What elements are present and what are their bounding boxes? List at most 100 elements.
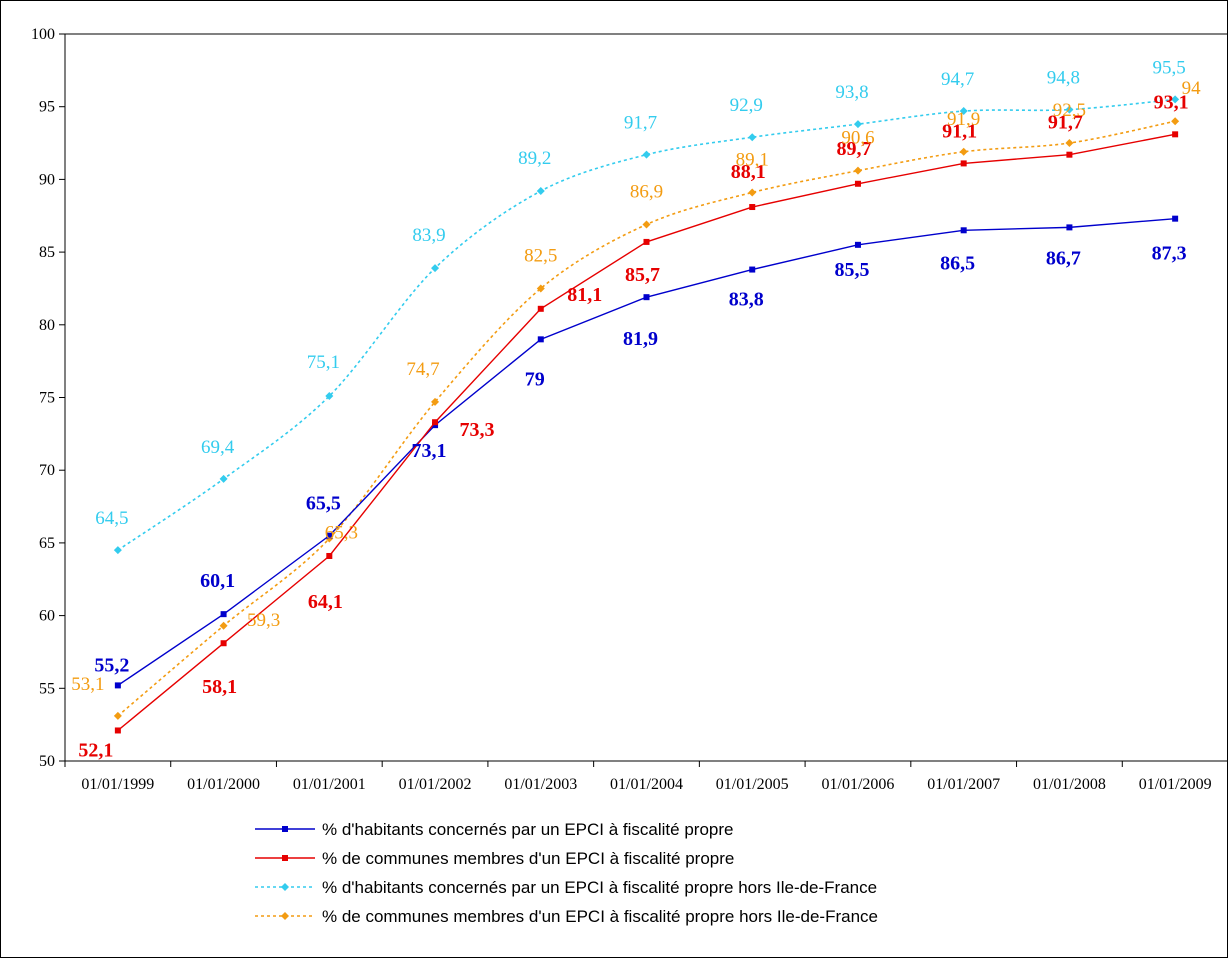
data-point-marker	[113, 711, 122, 720]
y-tick-label: 55	[39, 680, 55, 697]
data-label-series-4: 92,5	[1053, 100, 1086, 121]
data-point-marker	[643, 238, 650, 245]
y-tick-label: 90	[39, 171, 55, 188]
data-label-series-2: 89,7	[836, 138, 871, 160]
data-point-marker	[959, 147, 968, 156]
legend: % d'habitants concernés par un EPCI à fi…	[255, 820, 878, 926]
series-2	[114, 131, 1179, 734]
data-label-series-2: 88,1	[731, 161, 766, 183]
data-label-series-3: 94,7	[941, 69, 974, 90]
data-point-marker	[749, 266, 756, 273]
x-tick-label: 01/01/2003	[504, 776, 577, 793]
data-label-series-2: 85,7	[625, 264, 660, 286]
x-tick-label: 01/01/2004	[610, 776, 683, 793]
data-label-series-1: 81,9	[623, 328, 658, 350]
data-label-series-3: 75,1	[307, 352, 340, 373]
data-point-marker	[220, 611, 227, 618]
data-point-marker	[326, 532, 333, 539]
data-point-marker	[748, 133, 757, 142]
legend-entry-4: % de communes membres d'un EPCI à fiscal…	[255, 907, 878, 926]
data-point-marker	[219, 621, 228, 630]
data-point-marker	[113, 546, 122, 555]
data-point-marker	[220, 640, 227, 647]
data-point-marker	[748, 188, 757, 197]
data-point-marker	[960, 227, 967, 234]
x-tick-label: 01/01/2000	[187, 776, 260, 793]
data-label-series-3: 92,9	[730, 95, 763, 116]
y-tick-label: 100	[31, 26, 55, 43]
legend-label: % d'habitants concernés par un EPCI à fi…	[322, 878, 877, 897]
data-label-series-1: 79	[525, 368, 545, 390]
data-label-series-3: 91,7	[624, 113, 657, 134]
series-3	[113, 95, 1180, 555]
data-point-marker	[536, 187, 545, 196]
data-labels: 55,2 60,1 65,5 73,1 79 81,9 83,8 85,5 86,5 86,7 87…	[71, 57, 1201, 761]
series-line-4	[117, 120, 1176, 717]
data-label-series-1: 86,5	[940, 252, 975, 274]
data-label-series-2: 73,3	[460, 419, 495, 441]
data-point-marker	[432, 419, 439, 426]
data-point-marker	[325, 392, 334, 401]
data-label-series-4: 94	[1182, 78, 1202, 99]
data-point-marker	[114, 727, 121, 734]
x-tick-label: 01/01/2008	[1033, 776, 1106, 793]
data-label-series-2: 91,7	[1048, 112, 1083, 134]
legend-entry-1: % d'habitants concernés par un EPCI à fi…	[255, 820, 733, 839]
legend-marker	[281, 883, 289, 891]
data-label-series-4: 90,6	[841, 128, 874, 149]
x-tick-label: 01/01/2001	[293, 776, 366, 793]
data-point-marker	[537, 305, 544, 312]
data-label-series-1: 86,7	[1046, 247, 1081, 269]
x-tick-label: 01/01/1999	[81, 776, 154, 793]
legend-label: % d'habitants concernés par un EPCI à fi…	[322, 820, 733, 839]
data-point-marker	[536, 284, 545, 293]
data-label-series-2: 52,1	[78, 739, 113, 761]
data-label-series-3: 83,9	[412, 225, 445, 246]
legend-marker	[282, 826, 288, 832]
data-point-marker	[1172, 215, 1179, 222]
data-label-series-1: 65,5	[306, 493, 341, 515]
y-tick-label: 50	[39, 753, 55, 770]
legend-marker	[282, 855, 288, 861]
data-label-series-4: 89,1	[736, 149, 769, 170]
data-label-series-3: 64,5	[95, 508, 128, 529]
data-point-marker	[431, 264, 440, 273]
y-tick-label: 65	[39, 535, 55, 552]
series-lines	[113, 95, 1180, 734]
data-label-series-4: 74,7	[406, 359, 439, 380]
y-tick-label: 95	[39, 99, 55, 116]
data-label-series-4: 91,9	[947, 109, 980, 130]
y-tick-label: 75	[39, 390, 55, 407]
data-label-series-3: 93,8	[835, 82, 868, 103]
y-tick-label: 60	[39, 608, 55, 625]
data-point-marker	[853, 120, 862, 129]
data-label-series-3: 95,5	[1153, 57, 1186, 78]
data-label-series-4: 65,3	[325, 523, 358, 544]
legend-marker	[281, 912, 289, 920]
data-point-marker	[431, 397, 440, 406]
data-label-series-1: 73,1	[412, 440, 447, 462]
data-label-series-3: 89,2	[518, 148, 551, 169]
data-label-series-1: 60,1	[200, 570, 235, 592]
data-label-series-4: 82,5	[524, 245, 557, 266]
data-label-series-2: 64,1	[308, 591, 343, 613]
data-point-marker	[749, 204, 756, 211]
data-label-series-4: 53,1	[71, 674, 104, 695]
data-point-marker	[114, 682, 121, 689]
x-tick-label: 01/01/2002	[399, 776, 472, 793]
data-point-marker	[1066, 151, 1073, 158]
legend-label: % de communes membres d'un EPCI à fiscal…	[322, 849, 734, 868]
data-label-series-4: 86,9	[630, 181, 663, 202]
data-point-marker	[537, 336, 544, 343]
data-point-marker	[1065, 105, 1074, 114]
x-tick-label: 01/01/2009	[1139, 776, 1212, 793]
data-point-marker	[643, 294, 650, 301]
data-label-series-1: 83,8	[729, 289, 764, 311]
data-label-series-4: 59,3	[247, 610, 280, 631]
data-label-series-2: 58,1	[202, 676, 237, 698]
data-point-marker	[1065, 139, 1074, 148]
data-point-marker	[960, 160, 967, 167]
legend-label: % de communes membres d'un EPCI à fiscal…	[322, 907, 878, 926]
